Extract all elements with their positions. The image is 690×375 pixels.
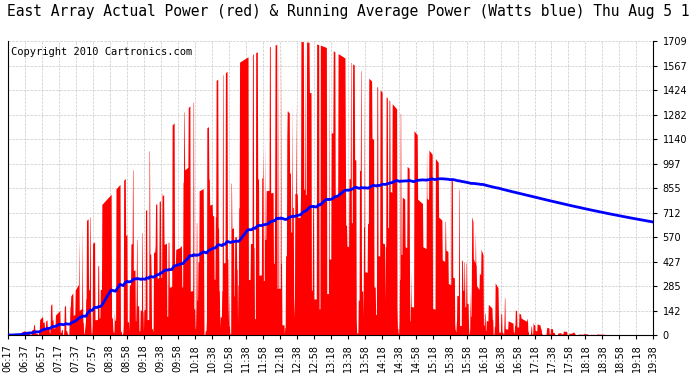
Text: East Array Actual Power (red) & Running Average Power (Watts blue) Thu Aug 5 19:: East Array Actual Power (red) & Running …: [7, 4, 690, 19]
Text: Copyright 2010 Cartronics.com: Copyright 2010 Cartronics.com: [11, 47, 193, 57]
